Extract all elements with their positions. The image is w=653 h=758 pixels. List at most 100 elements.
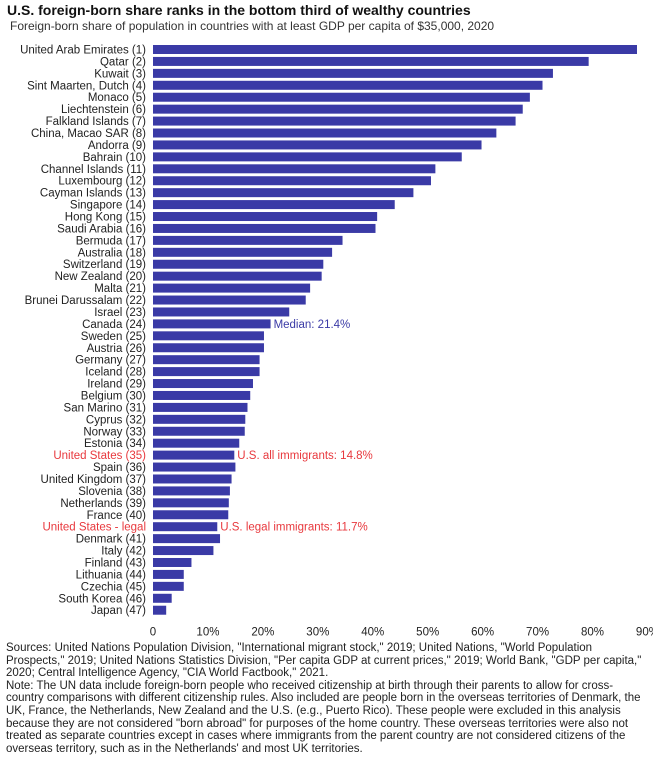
bar-belgium-30 <box>153 390 251 400</box>
bar-saudi-arabia-16 <box>153 223 376 233</box>
x-axis-ticks: 0 10% 20% 30% 40% 50% 60% 70% 80% 90% <box>150 627 653 639</box>
category-label: Cayman Islands (13) <box>40 188 146 200</box>
bar-united-states-35 <box>153 450 235 460</box>
category-label: Singapore (14) <box>70 200 146 212</box>
bar-kuwait-3 <box>153 68 553 78</box>
bar-china-macao-sar-8 <box>153 128 497 138</box>
category-label: Germany (27) <box>75 355 146 367</box>
category-label: China, Macao SAR (8) <box>31 128 146 140</box>
category-label: Iceland (28) <box>85 367 146 379</box>
bar-bermuda-17 <box>153 235 343 245</box>
bar-iceland-28 <box>153 367 260 377</box>
bar-luxembourg-12 <box>153 176 431 186</box>
bar-italy-42 <box>153 546 214 556</box>
category-label: Brunei Darussalam (22) <box>25 295 147 307</box>
bar-monaco-5 <box>153 92 530 102</box>
bar-united-kingdom-37 <box>153 474 232 484</box>
bar-slovenia-38 <box>153 486 230 496</box>
category-label: Israel (23) <box>94 307 146 319</box>
x-tick-label: 40% <box>361 627 384 639</box>
category-label: Liechtenstein (6) <box>61 104 146 116</box>
category-label: United States - legal <box>42 522 146 534</box>
bar-norway-33 <box>153 426 245 436</box>
bar-andorra-9 <box>153 140 482 150</box>
category-label: Czechia (45) <box>81 581 146 593</box>
category-label: Spain (36) <box>93 462 146 474</box>
category-label: Monaco (5) <box>88 92 146 104</box>
bar-netherlands-39 <box>153 498 229 508</box>
bar-new-zealand-20 <box>153 271 322 281</box>
x-tick-label: 0 <box>150 627 156 639</box>
category-label: United Arab Emirates (1) <box>20 45 146 57</box>
category-label: Italy (42) <box>101 546 146 558</box>
bar-liechtenstein-6 <box>153 104 523 114</box>
category-label: Sint Maarten, Dutch (4) <box>27 80 146 92</box>
bar-switzerland-19 <box>153 259 324 269</box>
x-tick-label: 10% <box>196 627 219 639</box>
category-label: Hong Kong (15) <box>65 212 146 224</box>
category-label: Sweden (25) <box>81 331 146 343</box>
bar-cayman-islands-13 <box>153 188 414 198</box>
category-label: France (40) <box>87 510 147 522</box>
x-tick-label: 80% <box>581 627 604 639</box>
chart-subtitle: Foreign-born share of population in coun… <box>10 19 495 33</box>
bar-estonia-34 <box>153 438 240 448</box>
bar-germany-27 <box>153 355 260 365</box>
category-label: Norway (33) <box>83 426 146 438</box>
bar-denmark-41 <box>153 534 221 544</box>
category-label: New Zealand (20) <box>55 271 147 283</box>
bar-falkland-islands-7 <box>153 116 516 126</box>
annotations-group: Median: 21.4% U.S. all immigrants: 14.8% U… <box>220 319 373 534</box>
category-label: Bermuda (17) <box>76 235 146 247</box>
bar-spain-36 <box>153 462 236 472</box>
bar-malta-21 <box>153 283 311 293</box>
category-label: Falkland Islands (7) <box>46 116 147 128</box>
bar-bahrain-10 <box>153 152 462 162</box>
bar-ireland-29 <box>153 379 253 389</box>
category-label: Qatar (2) <box>100 56 146 68</box>
category-label: Denmark (41) <box>76 534 146 546</box>
bar-canada-24 <box>153 319 271 329</box>
bar-france-40 <box>153 510 229 520</box>
category-label: Australia (18) <box>78 247 147 259</box>
category-label: Saudi Arabia (16) <box>57 223 146 235</box>
bar-united-states-legal <box>153 522 218 532</box>
category-label: Bahrain (10) <box>83 152 146 164</box>
category-label: Lithuania (44) <box>76 569 146 581</box>
bar-austria-26 <box>153 343 264 353</box>
category-label: Ireland (29) <box>87 379 146 391</box>
category-label: Estonia (34) <box>84 438 146 450</box>
category-label: Kuwait (3) <box>94 68 146 80</box>
category-label: Channel Islands (11) <box>41 164 146 176</box>
category-labels: United Arab Emirates (1)Qatar (2)Kuwait … <box>20 45 146 618</box>
bar-czechia-45 <box>153 581 184 591</box>
category-label: Luxembourg (12) <box>58 176 146 188</box>
x-tick-label: 60% <box>471 627 494 639</box>
bar-japan-47 <box>153 605 167 615</box>
bar-cyprus-32 <box>153 414 246 424</box>
bar-sweden-25 <box>153 331 264 341</box>
bar-australia-18 <box>153 247 333 257</box>
bar-united-arab-emirates-1 <box>153 45 637 54</box>
bar-sint-maarten-dutch-4 <box>153 80 543 90</box>
bar-san-marino-31 <box>153 402 248 412</box>
annotation-u-s-legal-immigrants-11-7: U.S. legal immigrants: 11.7% <box>220 522 367 534</box>
bar-lithuania-44 <box>153 569 184 579</box>
category-label: Canada (24) <box>82 319 146 331</box>
x-tick-label: 20% <box>251 627 274 639</box>
category-label: Austria (26) <box>87 343 147 355</box>
category-label: South Korea (46) <box>58 593 146 605</box>
notes-block: Sources: United Nations Population Divis… <box>6 642 648 755</box>
note-text: Note: The UN data include foreign-born p… <box>6 679 641 755</box>
category-label: Cyprus (32) <box>86 414 146 426</box>
bar-chart: United Arab Emirates (1)Qatar (2)Kuwait … <box>20 45 653 639</box>
bar-south-korea-46 <box>153 593 172 603</box>
bar-brunei-darussalam-22 <box>153 295 306 305</box>
x-tick-label: 50% <box>416 627 439 639</box>
x-tick-label: 30% <box>306 627 329 639</box>
category-label: Japan (47) <box>91 605 146 617</box>
chart-title: U.S. foreign-born share ranks in the bot… <box>7 2 471 18</box>
category-label: San Marino (31) <box>64 402 147 414</box>
bar-channel-islands-11 <box>153 164 436 174</box>
category-label: United States (35) <box>53 450 146 462</box>
